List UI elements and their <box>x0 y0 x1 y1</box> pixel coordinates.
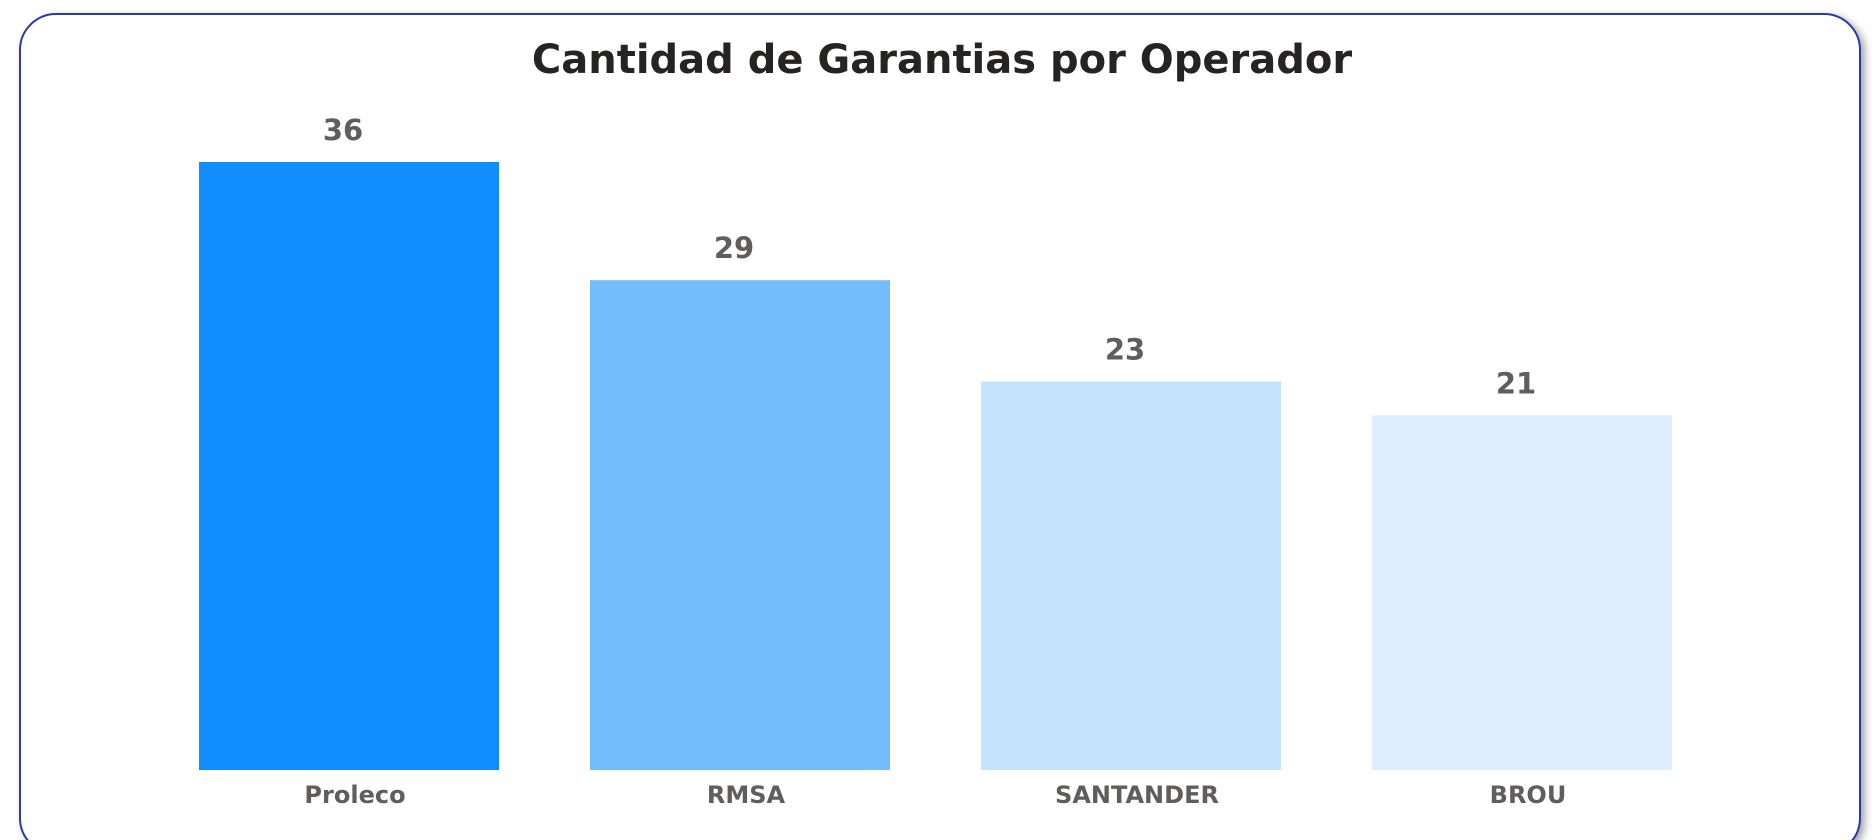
data-label: 36 <box>323 113 363 147</box>
chart-title: Cantidad de Garantias por Operador <box>532 37 1352 83</box>
bar <box>1372 415 1672 770</box>
x-tick-label: RMSA <box>707 781 786 809</box>
data-label: 29 <box>714 231 754 265</box>
bar <box>590 280 890 770</box>
bar <box>199 162 499 770</box>
data-label: 21 <box>1496 366 1536 400</box>
x-tick-label: Proleco <box>304 781 405 809</box>
data-label: 23 <box>1105 333 1145 367</box>
x-tick-label: BROU <box>1490 781 1567 809</box>
bar <box>981 381 1281 770</box>
x-tick-label: SANTANDER <box>1055 781 1219 809</box>
